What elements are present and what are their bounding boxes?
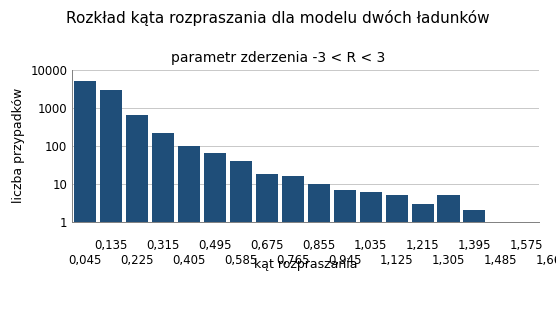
Text: 0,765: 0,765: [276, 254, 310, 267]
Text: 0,135: 0,135: [95, 239, 128, 252]
Text: 0,675: 0,675: [250, 239, 284, 252]
Text: 1,575: 1,575: [510, 239, 543, 252]
Text: 0,045: 0,045: [68, 254, 102, 267]
Text: 1,665: 1,665: [535, 254, 556, 267]
Bar: [308, 184, 330, 317]
Bar: [360, 192, 381, 317]
Text: parametr zderzenia -3 < R < 3: parametr zderzenia -3 < R < 3: [171, 51, 385, 65]
Text: 1,125: 1,125: [380, 254, 414, 267]
Bar: [282, 176, 304, 317]
Bar: [100, 90, 122, 317]
Bar: [204, 153, 226, 317]
Bar: [178, 146, 200, 317]
Text: 0,225: 0,225: [121, 254, 154, 267]
Text: 1,035: 1,035: [354, 239, 388, 252]
Bar: [75, 81, 96, 317]
Bar: [230, 161, 252, 317]
Bar: [334, 190, 356, 317]
Text: 0,945: 0,945: [328, 254, 361, 267]
Text: 0,495: 0,495: [198, 239, 232, 252]
Text: 1,215: 1,215: [406, 239, 439, 252]
Bar: [152, 133, 174, 317]
Text: 1,395: 1,395: [458, 239, 491, 252]
Bar: [464, 210, 485, 317]
Text: 0,585: 0,585: [224, 254, 257, 267]
X-axis label: kąt rozpraszania: kąt rozpraszania: [254, 258, 358, 271]
Text: 0,315: 0,315: [146, 239, 180, 252]
Text: 0,405: 0,405: [172, 254, 206, 267]
Text: 0,855: 0,855: [302, 239, 335, 252]
Text: Rozkład kąta rozpraszania dla modelu dwóch ładunków: Rozkład kąta rozpraszania dla modelu dwó…: [66, 10, 490, 25]
Bar: [386, 195, 408, 317]
Y-axis label: liczba przypadków: liczba przypadków: [12, 88, 25, 204]
Text: 1,305: 1,305: [432, 254, 465, 267]
Bar: [411, 204, 434, 317]
Text: 1,485: 1,485: [484, 254, 517, 267]
Bar: [438, 195, 459, 317]
Bar: [256, 174, 278, 317]
Bar: [126, 115, 148, 317]
